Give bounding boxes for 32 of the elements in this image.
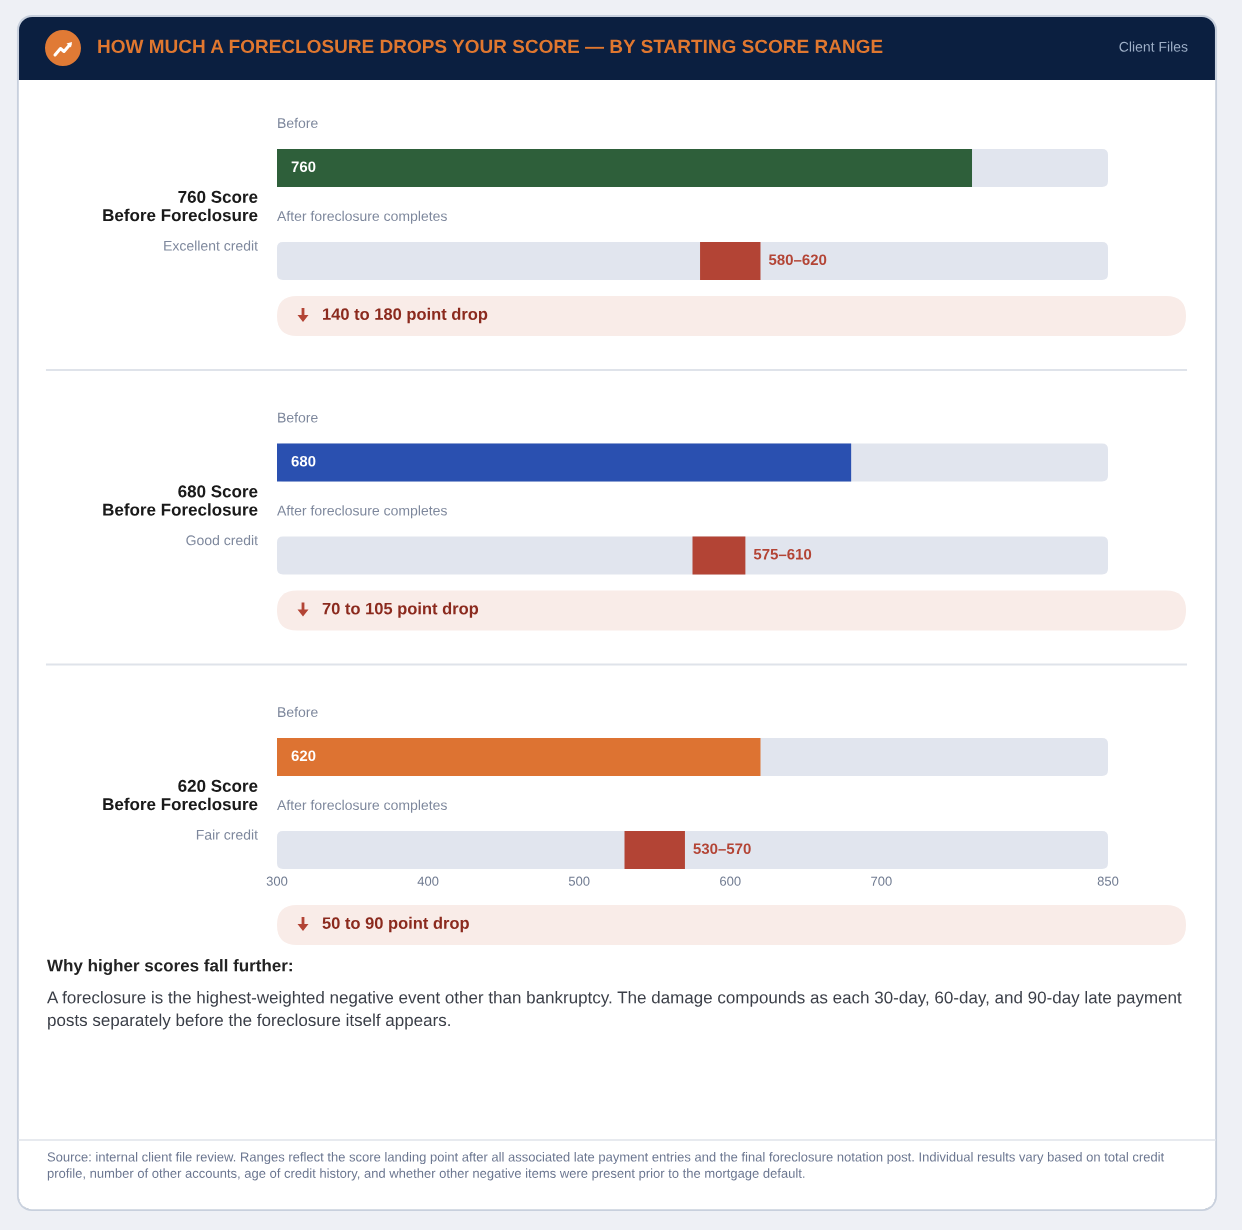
data-label: 620 <box>291 750 316 762</box>
x-tick-label: 300 <box>266 876 288 886</box>
text: 140 to 180 point drop <box>323 307 488 324</box>
data-label: 680 <box>291 455 316 467</box>
text: 620 Score Before Foreclosure <box>103 779 258 811</box>
y-tick-label: After foreclosure completes <box>277 505 447 519</box>
text: 70 to 105 point drop <box>322 602 479 618</box>
data-label: 760 <box>291 161 316 173</box>
text: Fair credit <box>196 829 258 840</box>
y-tick-label: Before <box>278 117 318 129</box>
text: 680 Score Before Foreclosure <box>103 485 258 516</box>
text: A foreclosure is the highest-weighted negative event other than bankruptcy. The damage compounds as each 30-day, 60-day, and 90-day late payment posts separately before the foreclosure itself appears. <box>47 991 1182 1030</box>
x-tick-label: 700 <box>871 876 892 886</box>
text: Why higher scores fall further: <box>47 959 292 975</box>
x-tick-label: 600 <box>720 876 741 886</box>
text: 760 Score Before Foreclosure <box>103 190 258 222</box>
source-note: Source: internal client file review. Ranges reflect the score landing point after all associated late payment entries and the final foreclosure notation post. Individual results vary based on total credit profile, number of other accounts, age of credit history, and whether other negative items were present prior to the mortgage default. <box>47 1152 1165 1181</box>
x-tick-label: 500 <box>568 876 590 886</box>
data-label: 575–610 <box>753 548 812 560</box>
y-tick-label: After foreclosure completes <box>277 799 447 813</box>
text: HOW MUCH A FORECLOSURE DROPS YOUR SCORE — BY STARTING SCORE RANGE <box>98 39 883 54</box>
text: Good credit <box>186 534 258 546</box>
text: Client Files <box>1119 41 1188 52</box>
x-tick-label: 850 <box>1097 876 1119 886</box>
text: Excellent credit <box>164 240 258 251</box>
y-tick-label: After foreclosure completes <box>277 210 447 224</box>
y-tick-label: Before <box>278 412 318 423</box>
x-tick-label: 400 <box>417 876 439 886</box>
y-tick-label: Before <box>278 706 318 718</box>
data-label: 530–570 <box>693 843 751 855</box>
text: 50 to 90 point drop <box>322 916 469 933</box>
data-label: 580–620 <box>768 254 827 266</box>
